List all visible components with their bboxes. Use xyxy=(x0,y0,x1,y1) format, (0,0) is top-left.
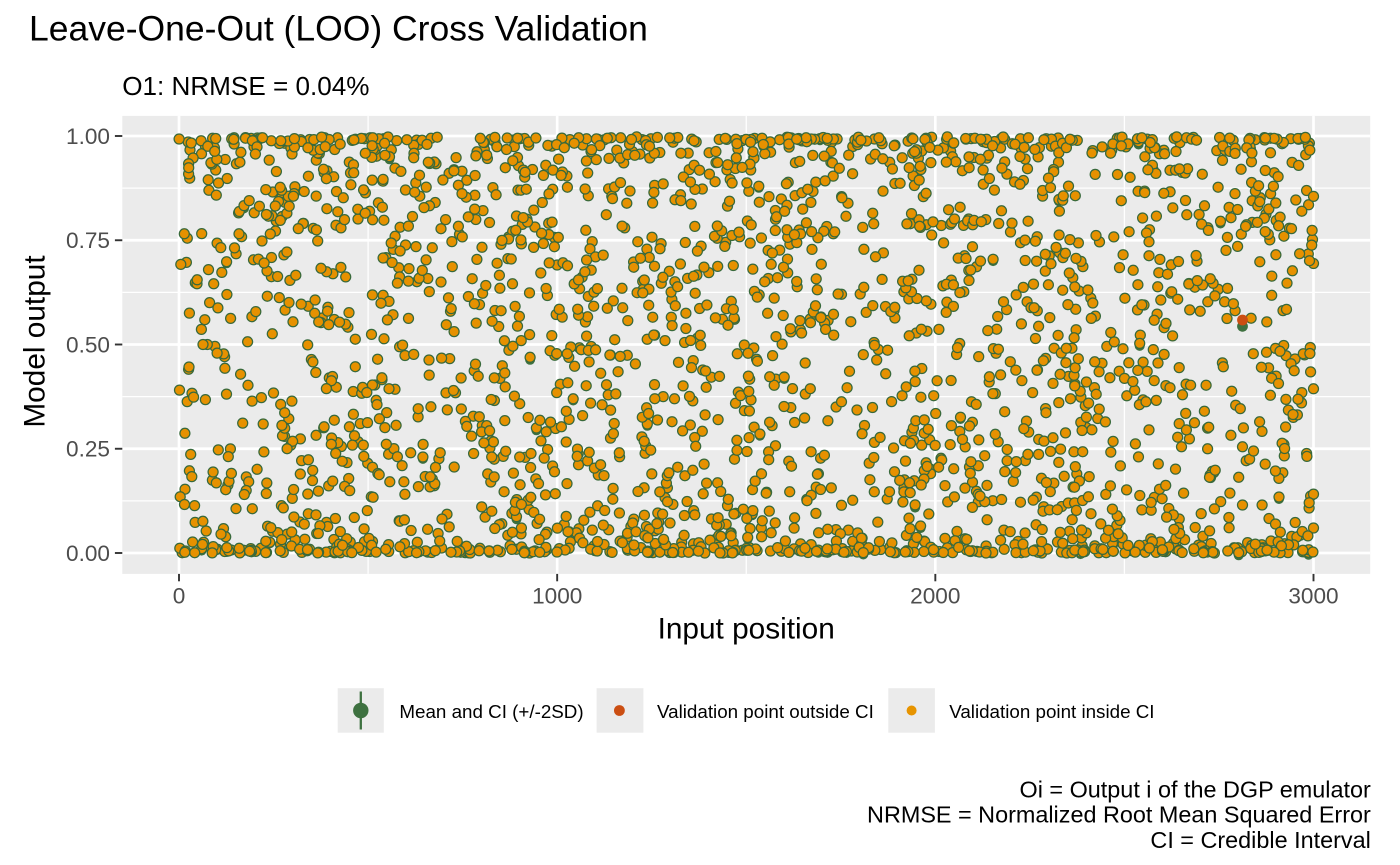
svg-text:CI = Credible Interval: CI = Credible Interval xyxy=(1150,827,1370,853)
svg-text:Validation point inside CI: Validation point inside CI xyxy=(949,701,1154,722)
svg-text:0.50: 0.50 xyxy=(66,332,110,357)
svg-text:Validation point outside CI: Validation point outside CI xyxy=(657,701,874,722)
svg-text:Model output: Model output xyxy=(19,255,52,428)
svg-text:3000: 3000 xyxy=(1288,584,1338,609)
svg-text:Mean and CI (+/-2SD): Mean and CI (+/-2SD) xyxy=(399,701,583,722)
svg-text:NRMSE = Normalized Root Mean S: NRMSE = Normalized Root Mean Squared Err… xyxy=(867,802,1371,828)
svg-text:2000: 2000 xyxy=(910,584,960,609)
svg-text:1000: 1000 xyxy=(532,584,582,609)
svg-text:0.75: 0.75 xyxy=(66,228,110,253)
svg-text:0: 0 xyxy=(173,584,186,609)
svg-text:0.00: 0.00 xyxy=(66,541,110,566)
svg-text:Oi = Output i of the DGP emula: Oi = Output i of the DGP emulator xyxy=(1020,776,1371,802)
svg-text:Leave-One-Out (LOO) Cross Vali: Leave-One-Out (LOO) Cross Validation xyxy=(29,9,648,49)
svg-text:1.00: 1.00 xyxy=(66,124,110,149)
svg-text:O1: NRMSE = 0.04%: O1: NRMSE = 0.04% xyxy=(122,71,369,101)
svg-text:0.25: 0.25 xyxy=(66,437,110,462)
svg-text:Input position: Input position xyxy=(658,613,835,646)
